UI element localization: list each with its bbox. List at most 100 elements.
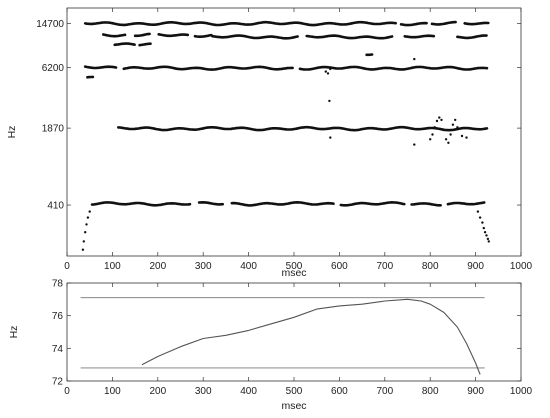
- x-tick-label: 500: [286, 386, 303, 397]
- reference-lines: [80, 297, 485, 369]
- x-tick-label: 700: [376, 386, 393, 397]
- data-point: [483, 231, 487, 234]
- data-point: [481, 221, 484, 224]
- x-tick-label: 100: [104, 386, 121, 397]
- y-axis-ticks-bottom: 72 74 76 78: [52, 279, 521, 388]
- x-tick-label: 900: [467, 386, 484, 397]
- y-tick-label: 78: [52, 279, 64, 290]
- data-point: [82, 240, 86, 243]
- track-segment: [230, 200, 335, 207]
- y-tick-label: 72: [52, 377, 64, 388]
- track-segment: [430, 20, 457, 26]
- x-tick-label: 200: [149, 261, 166, 272]
- track-segment: [138, 42, 152, 47]
- track-segment: [102, 33, 127, 38]
- x-tick-label: 100: [104, 261, 121, 272]
- data-point: [442, 128, 445, 132]
- data-point: [431, 133, 434, 136]
- data-point: [460, 134, 464, 138]
- data-point: [447, 141, 450, 144]
- x-tick-label: 600: [331, 386, 348, 397]
- data-point: [81, 248, 85, 251]
- x-tick-label: 0: [64, 261, 70, 272]
- series-line: [141, 298, 481, 375]
- track-segment: [463, 21, 490, 26]
- pitch-line-chart: 0 100 200 300 400 500 600 700 800 900 1000 7274767…: [8, 279, 533, 413]
- data-point: [435, 119, 439, 123]
- track-segment: [90, 201, 192, 207]
- y-tick-label: 74: [52, 344, 64, 355]
- data-point: [478, 216, 482, 219]
- track-segment: [399, 21, 428, 27]
- data-point: [328, 99, 331, 103]
- x-axis-label-top: msec: [281, 267, 306, 279]
- data-point: [329, 136, 332, 139]
- data-point: [413, 57, 416, 61]
- x-axis-label-bottom: msec: [281, 400, 306, 412]
- data-point: [456, 126, 459, 129]
- track-segment: [122, 65, 294, 71]
- y-tick-label: 14700: [36, 19, 64, 30]
- data-point: [440, 118, 443, 122]
- track-segment: [211, 34, 299, 40]
- track-segment: [456, 34, 488, 40]
- data-point: [86, 216, 90, 219]
- data-point: [413, 143, 416, 146]
- x-tick-label: 1000: [510, 386, 533, 397]
- data-point: [329, 67, 332, 71]
- y-tick-label: 1870: [42, 124, 65, 135]
- track-segment: [410, 202, 442, 207]
- data-point: [88, 210, 91, 213]
- x-tick-label: 800: [422, 386, 439, 397]
- x-tick-label: 300: [195, 261, 212, 272]
- track-segment: [133, 32, 151, 38]
- data-point: [429, 138, 432, 141]
- track-segment: [197, 200, 224, 206]
- track-segment: [305, 34, 394, 40]
- data-point: [85, 223, 88, 226]
- data-point: [487, 240, 490, 243]
- data-point: [326, 72, 330, 75]
- data-point: [476, 210, 480, 213]
- data-point: [433, 126, 436, 129]
- data-point: [465, 136, 468, 139]
- y-tick-label: 6200: [42, 63, 65, 74]
- x-tick-label: 500: [286, 261, 303, 272]
- spectral-track-chart: 0 100 200 300 400 500 600 700 800 900 1000 410 1870…: [6, 7, 533, 279]
- track-marks: [81, 20, 490, 251]
- track-segment: [403, 34, 436, 39]
- y-axis-label-bottom: Hz: [8, 326, 20, 339]
- x-tick-label: 400: [240, 386, 257, 397]
- data-point: [482, 226, 485, 230]
- x-axis-ticks-top: 0 100 200 300 400 500 600 700 800 900 1000: [64, 8, 533, 272]
- x-tick-label: 700: [376, 261, 393, 272]
- track-segment: [339, 200, 406, 207]
- track-segment: [117, 125, 489, 132]
- series-line-path: [141, 298, 481, 375]
- track-segment: [113, 42, 136, 47]
- track-segment: [298, 65, 489, 71]
- y-axis-label-top: Hz: [6, 126, 18, 139]
- track-segment: [83, 20, 397, 27]
- x-tick-label: 600: [331, 261, 348, 272]
- track-segment: [446, 201, 486, 206]
- data-point: [454, 118, 457, 122]
- x-tick-label: 200: [149, 386, 166, 397]
- x-tick-label: 800: [422, 261, 439, 272]
- data-point: [438, 116, 441, 119]
- track-segment: [193, 33, 213, 38]
- data-point: [485, 234, 488, 237]
- data-point: [444, 138, 448, 141]
- x-tick-label: 0: [64, 386, 70, 397]
- data-point: [451, 123, 455, 126]
- data-point: [324, 70, 327, 73]
- x-tick-label: 900: [467, 261, 484, 272]
- x-tick-label: 1000: [510, 261, 533, 272]
- data-point: [84, 231, 87, 234]
- x-axis-ticks-bottom: 0 100 200 300 400 500 600 700 800 900 1000: [64, 283, 533, 397]
- data-point: [449, 133, 452, 136]
- y-axis-ticks-top: 410 1870 6200 14700: [36, 19, 521, 212]
- track-segment: [157, 33, 190, 38]
- data-point: [486, 237, 490, 241]
